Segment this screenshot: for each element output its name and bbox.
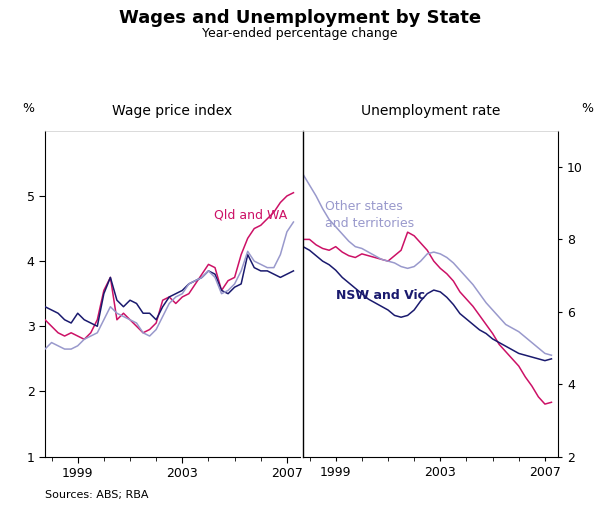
Text: %: %: [581, 102, 593, 114]
Text: Wages and Unemployment by State: Wages and Unemployment by State: [119, 9, 481, 27]
Text: %: %: [22, 102, 34, 114]
Text: NSW and Vic: NSW and Vic: [335, 289, 425, 302]
Text: Other states
and territories: Other states and territories: [325, 200, 415, 230]
Text: Unemployment rate: Unemployment rate: [361, 104, 500, 118]
Text: Qld and WA: Qld and WA: [214, 209, 287, 222]
Text: Wage price index: Wage price index: [112, 104, 233, 118]
Text: Year-ended percentage change: Year-ended percentage change: [202, 27, 398, 40]
Text: Sources: ABS; RBA: Sources: ABS; RBA: [45, 490, 149, 500]
